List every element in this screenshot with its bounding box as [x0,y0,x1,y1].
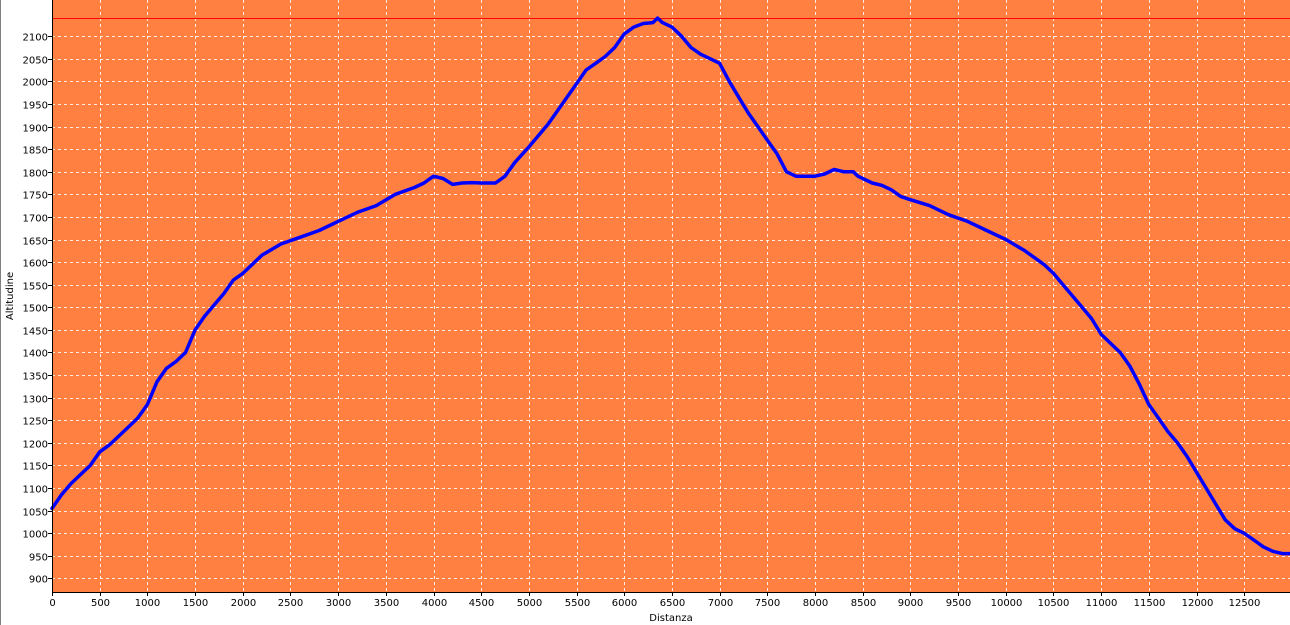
y-tick-label: 1700 [23,214,48,225]
axes [52,0,1290,593]
y-axis-ticks: 900 950 1000 1050 1100 1150 1200 1250 1300 1350 14… [23,33,52,586]
y-tick-label: 1100 [23,485,48,496]
y-tick-label: 900 [29,575,48,586]
x-tick-label: 1500 [183,598,208,609]
x-tick-label: 8500 [851,598,876,609]
y-tick-label: 1000 [23,530,48,541]
x-tick-label: 7000 [708,598,733,609]
y-tick-label: 2100 [23,33,48,44]
y-tick-label: 1750 [23,191,48,202]
x-axis-ticks: 0 500 1000 1500 2000 2500 3000 3500 4000 4500 5000… [49,592,1260,609]
y-tick-label: 1800 [23,169,48,180]
y-tick-label: 1400 [23,349,48,360]
x-tick-label: 6000 [612,598,637,609]
x-tick-label: 9000 [898,598,923,609]
x-tick-label: 10500 [1038,598,1070,609]
y-tick-label: 1450 [23,327,48,338]
y-tick-label: 1150 [23,462,48,473]
x-tick-label: 10000 [991,598,1023,609]
x-tick-label: 12500 [1229,598,1261,609]
grid-lines [52,0,1290,592]
x-tick-label: 4500 [469,598,494,609]
x-tick-label: 12000 [1182,598,1214,609]
y-tick-label: 1850 [23,146,48,157]
x-tick-label: 9500 [946,598,971,609]
y-tick-label: 2050 [23,56,48,67]
y-tick-label: 1950 [23,101,48,112]
y-tick-label: 1900 [23,124,48,135]
x-tick-label: 1000 [135,598,160,609]
plot-area [52,0,1290,592]
y-tick-label: 1050 [23,508,48,519]
y-tick-label: 950 [29,553,48,564]
altitude-profile-line [50,16,1290,556]
x-tick-label: 6500 [660,598,685,609]
x-tick-label: 2000 [231,598,256,609]
y-tick-label: 1650 [23,237,48,248]
x-tick-label: 2500 [278,598,303,609]
x-tick-label: 11000 [1086,598,1118,609]
x-tick-label: 500 [91,598,110,609]
y-tick-label: 1200 [23,440,48,451]
x-tick-label: 4000 [422,598,447,609]
y-tick-label: 1250 [23,417,48,428]
y-tick-label: 1350 [23,372,48,383]
y-tick-label: 2000 [23,78,48,89]
x-tick-label: 7500 [755,598,780,609]
y-tick-label: 1600 [23,259,48,270]
x-tick-label: 5000 [517,598,542,609]
y-tick-label: 1300 [23,395,48,406]
y-tick-label: 1500 [23,304,48,315]
y-axis-title: Altitudine [5,272,16,320]
y-tick-label: 1550 [23,282,48,293]
x-tick-label: 3500 [374,598,399,609]
x-tick-label: 5500 [565,598,590,609]
x-tick-label: 0 [49,598,55,609]
x-tick-label: 8000 [803,598,828,609]
x-tick-label: 11500 [1134,598,1166,609]
x-tick-label: 3000 [326,598,351,609]
x-axis-title: Distanza [649,613,692,624]
